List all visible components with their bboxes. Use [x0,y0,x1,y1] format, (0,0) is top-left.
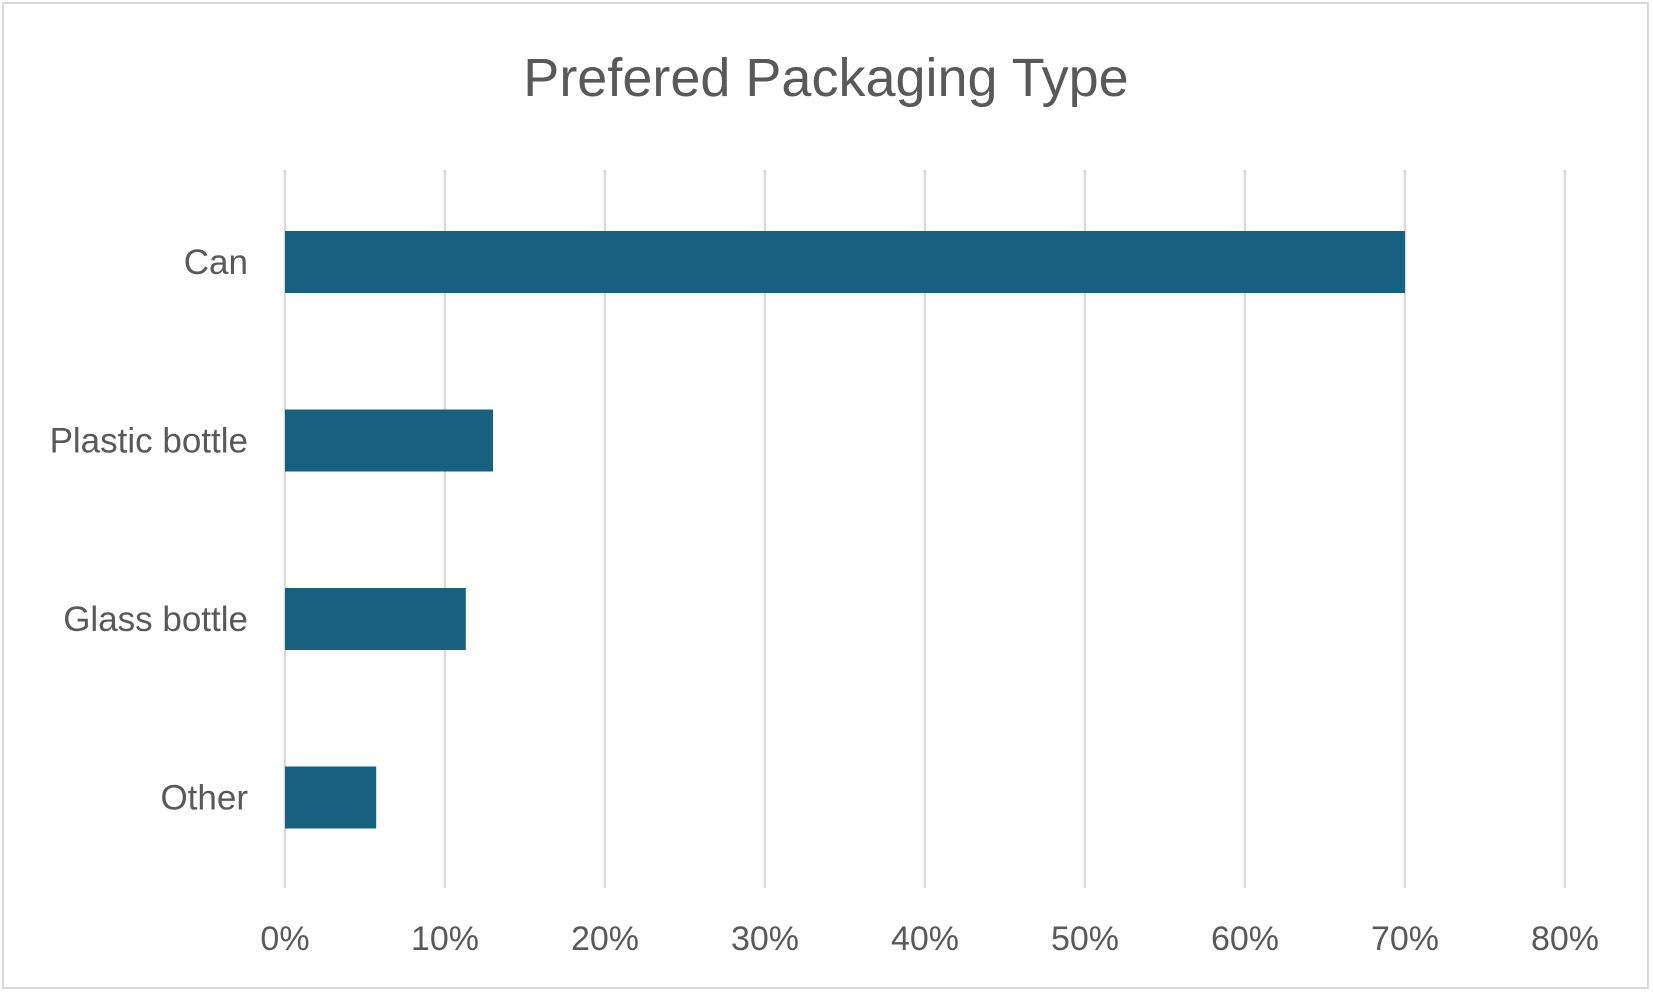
x-tick-label: 10% [411,920,479,958]
category-label: Can [184,243,248,282]
x-tick-label: 60% [1211,920,1279,958]
x-tick-label: 0% [260,920,309,958]
bar [285,231,1405,293]
bars [285,231,1405,829]
bar [285,409,493,472]
category-label: Glass bottle [63,600,248,639]
category-label: Plastic bottle [50,422,248,461]
y-axis-category-labels: Can Plastic bottle Glass bottle Other [50,243,249,818]
bar [285,588,466,650]
chart-title: Prefered Packaging Type [523,48,1128,108]
x-axis-tick-labels: 0% 10% 20% 30% 40% 50% 60% 70% 80% [260,920,1599,958]
x-tick-label: 80% [1531,920,1599,958]
x-tick-label: 20% [571,920,639,958]
x-tick-label: 40% [891,920,959,958]
bar [285,766,377,829]
category-label: Other [160,779,248,818]
x-tick-label: 50% [1051,920,1119,958]
x-tick-label: 30% [731,920,799,958]
x-tick-label: 70% [1371,920,1439,958]
